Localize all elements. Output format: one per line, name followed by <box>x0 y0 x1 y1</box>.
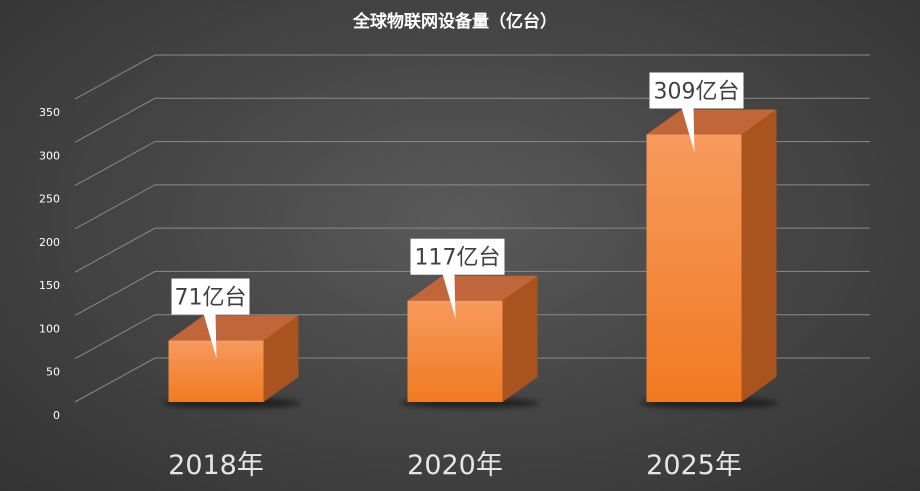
y-tick-label: 0 <box>53 409 60 422</box>
y-tick-label: 350 <box>39 106 60 119</box>
data-label-pointer <box>442 273 456 319</box>
gridline <box>74 141 870 187</box>
gridline <box>74 54 870 100</box>
gridline <box>74 314 870 360</box>
data-label: 309亿台 <box>654 79 740 104</box>
data-label-pointer <box>203 313 217 359</box>
data-label-pointer <box>681 107 695 153</box>
data-label: 117亿台 <box>415 246 501 271</box>
y-tick-label: 300 <box>39 149 60 162</box>
gridline <box>74 184 870 230</box>
gridlines <box>74 54 870 403</box>
gridline <box>74 97 870 143</box>
data-label-box <box>649 72 744 109</box>
data-label-box <box>410 238 505 275</box>
bar-top <box>407 275 538 301</box>
x-category-label: 2025年 <box>646 450 742 481</box>
gridline <box>74 357 870 403</box>
bar <box>407 300 503 402</box>
data-labels: 71亿台 117亿台 309亿台 <box>171 72 744 359</box>
data-label-box <box>171 278 250 315</box>
bar <box>646 134 742 402</box>
y-tick-label: 150 <box>39 279 60 292</box>
gridline <box>74 270 870 316</box>
bars <box>161 109 779 408</box>
bar-side <box>502 275 538 402</box>
y-axis-ticks: 0 50 100 150 200 250 300 350 <box>39 106 60 422</box>
y-tick-label: 200 <box>39 236 60 249</box>
chart-title: 全球物联网设备量（亿台） <box>352 11 557 32</box>
bar-top <box>646 109 777 135</box>
bar-side <box>741 109 777 402</box>
x-category-label: 2018年 <box>168 450 264 481</box>
data-label: 71亿台 <box>175 286 247 311</box>
y-tick-label: 250 <box>39 193 60 206</box>
bar-side <box>263 315 299 402</box>
y-tick-label: 100 <box>39 322 60 335</box>
x-category-label: 2020年 <box>407 450 503 481</box>
y-tick-label: 50 <box>46 366 60 379</box>
bar-top <box>168 315 299 341</box>
gridline <box>74 227 870 273</box>
x-axis-categories: 2018年 2020年 2025年 <box>168 450 742 481</box>
